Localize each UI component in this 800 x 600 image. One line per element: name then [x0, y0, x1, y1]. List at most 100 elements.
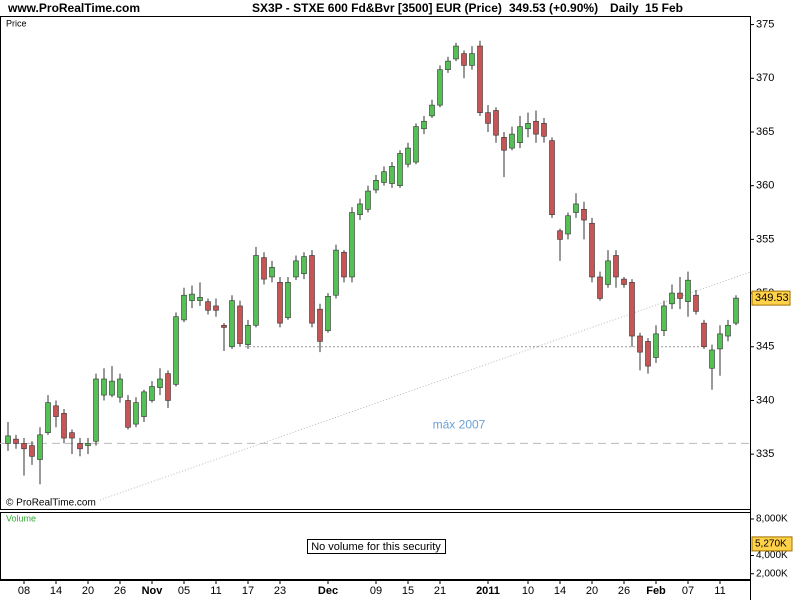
- quote: 349.53 (+0.90%): [509, 1, 598, 15]
- candle-body: [45, 402, 51, 433]
- candle-body: [405, 147, 411, 165]
- candle-body: [629, 282, 635, 337]
- y-tick-label: 340: [756, 394, 774, 406]
- candle-body: [93, 378, 99, 442]
- volume-tick-label: 4,000K: [756, 550, 788, 561]
- x-tick-label: 20: [82, 585, 94, 597]
- x-tick-label: 11: [714, 585, 725, 597]
- x-tick-label: 21: [434, 585, 446, 597]
- candle-body: [525, 123, 531, 130]
- y-tick-label: 370: [756, 72, 774, 84]
- candle-body: [197, 297, 203, 301]
- candle-body: [237, 305, 243, 344]
- candle-body: [541, 123, 547, 137]
- candle-body: [285, 282, 291, 319]
- panel-label: Price: [6, 18, 27, 28]
- candle-body: [125, 400, 131, 428]
- site: www.ProRealTime.com: [7, 1, 140, 15]
- candle-body: [453, 45, 459, 60]
- candle-body: [173, 316, 179, 385]
- candle-body: [565, 215, 571, 235]
- candle-body: [645, 341, 651, 367]
- candle-body: [469, 53, 475, 66]
- candle-body: [5, 435, 11, 444]
- candle-body: [213, 305, 219, 311]
- copyright: © ProRealTime.com: [6, 498, 96, 509]
- candle-body: [493, 110, 499, 136]
- candle-body: [613, 255, 619, 278]
- candle-body: [413, 126, 419, 163]
- x-tick-label: 11: [210, 585, 221, 597]
- x-tick-label: 17: [242, 585, 254, 597]
- y-tick-label: 335: [756, 448, 774, 460]
- candle-body: [37, 434, 43, 460]
- x-tick-label: 26: [114, 585, 126, 597]
- candle-body: [597, 276, 603, 299]
- candle-body: [685, 279, 691, 302]
- candle-body: [389, 166, 395, 184]
- message-box: [307, 539, 446, 554]
- candle-body: [109, 380, 115, 396]
- x-tick-label: 07: [682, 585, 694, 597]
- candle-body: [533, 120, 539, 135]
- candle-body: [693, 294, 699, 312]
- candle-body: [189, 293, 195, 301]
- candle-body: [421, 120, 427, 130]
- candle-body: [181, 294, 187, 321]
- reference-label: máx 2007: [433, 418, 486, 432]
- x-tick-label: 14: [50, 585, 62, 597]
- candle-body: [245, 324, 251, 345]
- candle-body: [309, 255, 315, 324]
- candle-body: [157, 378, 163, 388]
- y-tick-label: 365: [756, 126, 774, 138]
- candle-body: [85, 443, 91, 446]
- volume-title: Volume: [6, 513, 36, 523]
- period: Daily: [610, 1, 639, 15]
- candle-body: [589, 222, 595, 278]
- candle-body: [477, 45, 483, 113]
- x-tick-label: 05: [178, 585, 190, 597]
- candle-body: [13, 438, 19, 444]
- candle-body: [349, 212, 355, 278]
- candle-body: [653, 333, 659, 358]
- candle-body: [149, 386, 155, 401]
- x-tick-label: Nov: [142, 585, 164, 597]
- volume-message: No volume for this security: [311, 541, 441, 553]
- candle-body: [53, 405, 59, 417]
- candle-body: [21, 443, 27, 450]
- x-tick-label: 14: [554, 585, 566, 597]
- candle-body: [221, 324, 227, 328]
- candle-body: [293, 260, 299, 278]
- candle-body: [677, 292, 683, 299]
- candle-body: [725, 324, 731, 337]
- candle-body: [717, 333, 723, 350]
- x-tick-label: 20: [586, 585, 598, 597]
- candle-body: [133, 402, 139, 425]
- x-tick-label: Dec: [318, 585, 338, 597]
- x-tick-label: 10: [522, 585, 534, 597]
- x-tick-label: 23: [274, 585, 286, 597]
- candle-body: [341, 251, 347, 278]
- x-tick-label: 26: [618, 585, 630, 597]
- candle-body: [101, 378, 107, 396]
- candle-body: [573, 203, 579, 213]
- y-tick-label: 345: [756, 341, 774, 353]
- candle-body: [501, 137, 507, 151]
- candle-body: [365, 190, 371, 210]
- candle-body: [117, 378, 123, 398]
- candle-body: [29, 445, 35, 457]
- x-tick-label: 09: [370, 585, 382, 597]
- chart-title: SX3P - STXE 600 Fd&Bvr [3500] EUR (Price…: [252, 1, 502, 15]
- candle-body: [301, 256, 307, 275]
- candle-body: [317, 308, 323, 342]
- volume-tick-label: 8,000K: [756, 514, 788, 525]
- last-price-label: 349.53: [755, 292, 789, 304]
- candle-body: [461, 53, 467, 66]
- candle-body: [485, 112, 491, 124]
- candle-body: [701, 322, 707, 348]
- candle-body: [429, 104, 435, 117]
- candle-body: [325, 295, 331, 331]
- candle-body: [205, 301, 211, 311]
- candle-body: [557, 230, 563, 240]
